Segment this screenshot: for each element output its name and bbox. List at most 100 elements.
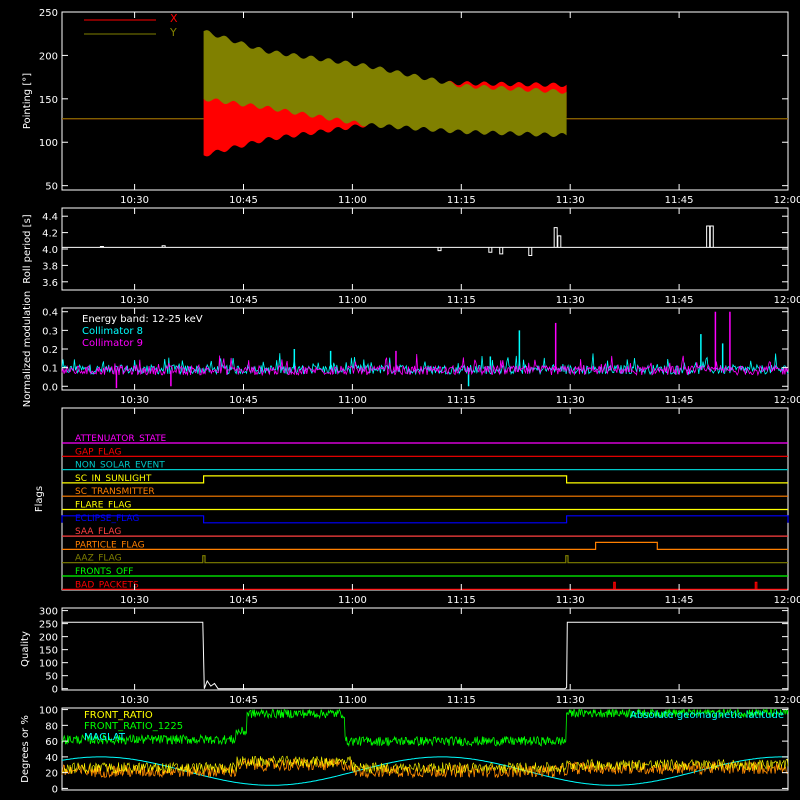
flag-label: SC_TRANSMITTER: [75, 487, 155, 497]
energy-band-annotation: Energy band: 12-25 keV: [82, 314, 203, 325]
x-tick-label: 11:30: [556, 395, 585, 406]
flags-y-label: Flags: [34, 486, 45, 512]
pointing-y-axis: 50 100 150 200 250: [39, 8, 788, 193]
x-tick-label: 10:30: [120, 595, 149, 606]
x-tick-label: 11:15: [447, 695, 476, 706]
quality-x-axis: 10:30 10:45 11:00 11:15 11:30 11:45 12:00: [120, 608, 800, 706]
flag-label: ATTENUATOR_STATE: [75, 434, 167, 444]
x-tick-label: 11:30: [556, 295, 585, 306]
roll-period-y-label: Roll period [s]: [22, 214, 33, 283]
y-tick-label: 150: [39, 95, 58, 106]
y-tick-label: 200: [39, 51, 58, 62]
x-tick-label: 11:00: [338, 695, 367, 706]
flags-panel: ATTENUATOR_STATE GAP_FLAG NON_SOLAR_EVENT S…: [34, 407, 800, 606]
legend-front-ratio: FRONT_RATIO: [84, 710, 153, 721]
flag-trace: [62, 581, 788, 590]
flag-label: AAZ_FLAG: [75, 554, 122, 564]
flag-label: SAA_FLAG: [75, 527, 121, 537]
y-tick-label: 100: [39, 138, 58, 149]
x-tick-label: 11:00: [338, 195, 367, 206]
roll-period-y-axis: 3.6 3.8 4.0 4.2 4.4: [42, 212, 788, 289]
x-tick-label: 10:45: [229, 595, 258, 606]
y-tick-label: 3.6: [42, 278, 58, 289]
y-tick-label: 150: [39, 646, 58, 657]
x-tick-label: 11:15: [447, 295, 476, 306]
roll-period-spike: [99, 246, 104, 248]
ratio-y-label: Degrees or %: [20, 715, 31, 783]
roll-period-spike: [488, 247, 493, 253]
x-tick-label: 11:30: [556, 595, 585, 606]
x-tick-label: 11:45: [665, 695, 694, 706]
x-tick-label: 10:45: [229, 395, 258, 406]
roll-period-spike: [161, 245, 166, 248]
y-tick-label: 50: [45, 672, 58, 683]
legend-collimator-9: Collimator 9: [82, 338, 143, 349]
x-tick-label: 11:30: [556, 195, 585, 206]
pointing-legend: X Y: [84, 12, 178, 39]
ratio-frame: [61, 707, 789, 791]
flags-x-axis: 10:30 10:45 11:00 11:15 11:30 11:45 12:00: [120, 408, 800, 606]
x-tick-label: 11:15: [447, 595, 476, 606]
x-tick-label: 12:00: [774, 595, 800, 606]
quality-plot-area: [62, 621, 788, 690]
y-tick-label: 100: [39, 659, 58, 670]
y-tick-label: 0.0: [42, 382, 58, 393]
y-tick-label: 60: [45, 737, 58, 748]
flag-label: FRONTS_OFF: [75, 567, 133, 577]
flags-plot-area: ATTENUATOR_STATE GAP_FLAG NON_SOLAR_EVENT S…: [61, 434, 789, 590]
pointing-x-axis: 10:30 10:45 11:00 11:15 11:30 11:45 12:00: [120, 12, 800, 206]
y-tick-label: 20: [45, 769, 58, 780]
flag-label: FLARE_FLAG: [75, 501, 131, 511]
front-ratio-trace: [61, 755, 789, 775]
flag-trace: [62, 541, 788, 550]
y-tick-label: 4.2: [42, 229, 58, 240]
x-tick-label: 10:45: [229, 695, 258, 706]
flag-trace: [61, 515, 789, 524]
flag-label: ECLIPSE_FLAG: [75, 514, 139, 524]
roll-period-plot-area: [62, 225, 788, 257]
x-tick-label: 11:30: [556, 695, 585, 706]
roll-period-spike: [709, 225, 714, 248]
roll-period-panel: 3.6 3.8 4.0 4.2 4.4 10:30 10:45 11:00 11:15 11:3…: [22, 207, 800, 306]
pointing-frame: [61, 11, 789, 191]
flag-label: BAD_PACKETS: [75, 580, 139, 590]
front-ratio-1225-trace: [61, 708, 789, 747]
ratio-plot-area: [61, 708, 789, 786]
x-tick-label: 11:15: [447, 395, 476, 406]
maglat-annotation: Absolute geomagnetic latitude: [630, 710, 784, 721]
legend-y-label: Y: [169, 26, 177, 39]
roll-period-spike: [553, 227, 558, 248]
x-tick-label: 11:00: [338, 295, 367, 306]
x-tick-label: 10:30: [120, 395, 149, 406]
flag-label: GAP_FLAG: [75, 447, 121, 457]
y-tick-label: 4.0: [42, 245, 58, 256]
x-tick-label: 10:45: [229, 295, 258, 306]
pointing-y-label: Pointing [°]: [22, 73, 33, 129]
x-tick-label: 10:30: [120, 295, 149, 306]
pointing-plot-area: [62, 30, 788, 157]
y-tick-label: 0: [52, 784, 58, 795]
pointing-panel: 50 100 150 200 250 10:30 10:45 11:00 11:15 11:30…: [22, 8, 800, 206]
quality-y-axis: 0 50 100 150 200 250 300: [39, 607, 788, 696]
y-tick-label: 0.2: [42, 345, 58, 356]
y-tick-label: 100: [39, 706, 58, 717]
y-tick-label: 0.4: [42, 308, 58, 319]
x-tick-label: 11:45: [665, 195, 694, 206]
ratio-panel: 0 20 40 60 80 100 Degrees or % FRONT_RATIO FR…: [20, 706, 789, 795]
x-tick-label: 12:00: [774, 295, 800, 306]
roll-period-spike: [557, 235, 562, 248]
y-tick-label: 0.3: [42, 326, 58, 337]
x-tick-label: 10:45: [229, 195, 258, 206]
y-pointing-band: [203, 30, 567, 138]
flag-trace: [62, 555, 788, 564]
legend-maglat: MAGLAT: [84, 732, 126, 743]
collimator-9-trace: [61, 353, 789, 377]
legend-x-label: X: [170, 12, 178, 25]
y-tick-label: 80: [45, 721, 58, 732]
x-tick-label: 12:00: [774, 395, 800, 406]
x-tick-label: 11:45: [665, 395, 694, 406]
legend-front-ratio-1225: FRONT_RATIO_1225: [84, 721, 183, 732]
roll-period-x-axis: 10:30 10:45 11:00 11:15 11:30 11:45 12:00: [120, 208, 800, 306]
y-tick-label: 50: [45, 182, 58, 193]
